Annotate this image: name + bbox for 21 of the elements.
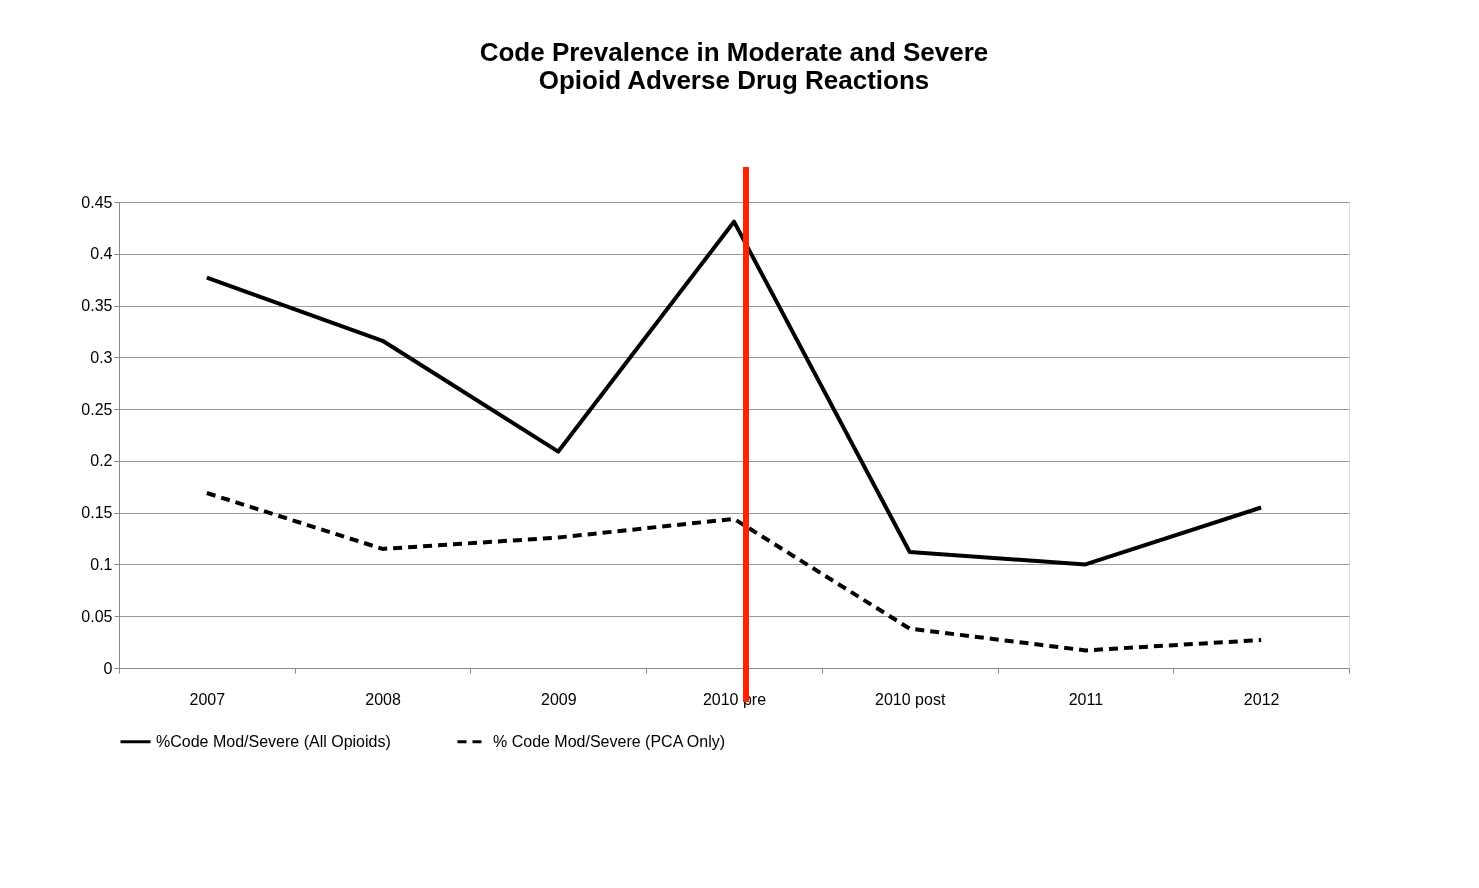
x-tick-label: 2009 xyxy=(540,690,577,708)
chart-title: Code Prevalence in Moderate and Severe Opioid Adverse Drug Reactions xyxy=(479,37,989,95)
line-series xyxy=(204,490,1264,653)
y-tick-label: 0.35 xyxy=(81,297,113,315)
y-tick-label: 0.45 xyxy=(81,193,113,211)
line-series xyxy=(204,219,1264,567)
y-tick-label: 0.25 xyxy=(81,400,113,418)
legend-label: % Code Mod/Severe (PCA Only) xyxy=(493,732,726,750)
y-tick-label: 0 xyxy=(103,659,113,677)
x-tick-label: 2011 xyxy=(1068,690,1104,708)
x-tick-label: 2012 xyxy=(1243,690,1280,708)
y-tick-label: 0.3 xyxy=(90,348,113,366)
y-tick-label: 0.2 xyxy=(90,452,113,470)
y-tick-label: 0.05 xyxy=(81,607,113,625)
x-tick-label: 2010 post xyxy=(875,690,946,708)
x-tick-label: 2007 xyxy=(189,690,226,708)
x-tick-label: 2008 xyxy=(365,690,401,708)
y-tick-label: 0.15 xyxy=(81,504,113,522)
legend-label: %Code Mod/Severe (All Opioids) xyxy=(156,732,391,750)
y-tick-label: 0.1 xyxy=(90,555,113,573)
y-tick-label: 0.4 xyxy=(90,245,113,263)
